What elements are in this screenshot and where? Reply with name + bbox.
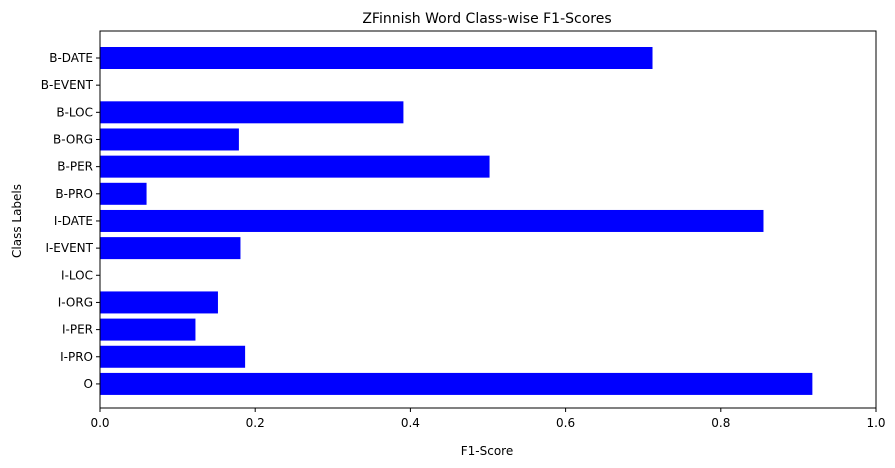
y-tick-label: I-EVENT — [45, 241, 93, 255]
y-tick-label: I-LOC — [61, 268, 93, 282]
x-tick-label: 0.0 — [90, 416, 109, 430]
bar-i-pro — [100, 345, 246, 368]
y-tick-label: B-DATE — [49, 51, 93, 65]
chart-title: ZFinnish Word Class-wise F1-Scores — [362, 11, 611, 27]
bar-o — [100, 372, 813, 395]
bar-b-loc — [100, 101, 404, 124]
bar-i-date — [100, 209, 764, 232]
y-tick-label: I-PRO — [60, 350, 93, 364]
y-tick-label: B-PRO — [55, 187, 93, 201]
y-tick-label: B-LOC — [56, 105, 93, 119]
bar-i-event — [100, 237, 241, 260]
x-axis: 0.0 0.2 0.4 0.6 0.8 1.0 — [90, 408, 886, 430]
plot-frame — [99, 30, 877, 409]
x-tick-label: 0.8 — [711, 416, 730, 430]
x-tick-label: 0.6 — [556, 416, 575, 430]
y-tick-label: I-ORG — [58, 295, 93, 309]
x-tick-label: 0.2 — [246, 416, 265, 430]
x-tick-label: 0.4 — [401, 416, 420, 430]
x-tick-label: 1.0 — [866, 416, 885, 430]
y-tick-label: O — [84, 377, 93, 391]
y-tick-label: B-ORG — [53, 132, 93, 146]
y-tick-label: B-EVENT — [41, 78, 94, 92]
y-axis: B-DATE B-EVENT B-LOC B-ORG B-PER B-PRO I-DATE I… — [41, 51, 100, 391]
bars-group — [100, 47, 813, 395]
bar-b-pro — [100, 182, 147, 205]
bar-b-date — [100, 47, 653, 69]
bar-i-per — [100, 318, 196, 341]
bar-b-org — [100, 128, 239, 151]
x-axis-label: F1-Score — [461, 444, 513, 458]
y-tick-label: B-PER — [57, 160, 93, 174]
bar-i-org — [100, 291, 218, 314]
y-axis-label: Class Labels — [10, 184, 24, 258]
y-tick-label: I-DATE — [54, 214, 93, 228]
bar-b-per — [100, 155, 490, 178]
y-tick-label: I-PER — [62, 323, 93, 337]
